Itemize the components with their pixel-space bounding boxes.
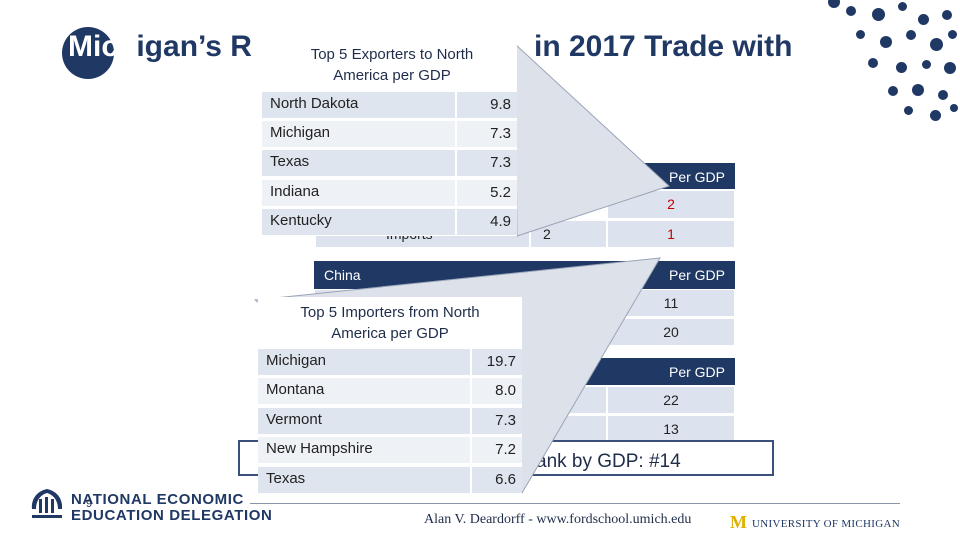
exporter-callout — [514, 42, 670, 237]
exporters-row-name: Indiana — [262, 179, 455, 206]
bg-imports-value-2: 1 — [607, 220, 735, 248]
exporters-row-name: Texas — [262, 150, 455, 177]
exporters-row-name: Michigan — [262, 121, 455, 148]
nee-logo-text: NATIONAL ECONOMIC EDUCATION DELEGATION — [71, 492, 272, 524]
page-number: 9 — [86, 498, 93, 510]
importers-row-value: 19.7 — [472, 349, 522, 375]
importers-row-value: 7.2 — [472, 437, 522, 464]
exporters-row: Michigan 7.3 — [262, 121, 517, 148]
exporters-row-value: 7.3 — [457, 121, 517, 148]
nee-logo-icon — [31, 489, 63, 518]
exporters-title: Top 5 Exporters to North America per GDP — [310, 46, 474, 84]
exporters-row: Texas 7.3 — [262, 150, 517, 177]
importers-row-name: Texas — [258, 466, 470, 493]
bg-row3-per-gdp-header: Per GDP — [607, 358, 735, 385]
exporters-row-name: Kentucky — [262, 208, 455, 235]
importers-row: Texas 6.6 — [258, 466, 522, 493]
importers-row-value: 8.0 — [472, 378, 522, 405]
importers-row-name: New Hampshire — [258, 437, 470, 464]
footer-divider — [250, 503, 900, 504]
bg-china-val-2: 20 — [607, 318, 735, 346]
nee-line-1: NATIONAL ECONOMIC — [71, 491, 244, 508]
slide-title: Michigan’s R in 2017 Trade with — [68, 30, 792, 64]
importers-row: Michigan 19.7 — [258, 349, 522, 375]
exporters-row-value: 4.9 — [457, 208, 517, 235]
importers-row-name: Vermont — [258, 407, 470, 434]
importers-table: Top 5 Importers from North America per G… — [258, 297, 522, 494]
title-part-c: in 2017 Trade with — [534, 30, 793, 63]
importers-row: Montana 8.0 — [258, 378, 522, 405]
exporters-row-value: 9.8 — [457, 92, 517, 118]
title-accent-circle — [62, 27, 114, 79]
exporters-row: North Dakota 9.8 — [262, 92, 517, 118]
exporters-table: Top 5 Exporters to North America per GDP… — [262, 38, 517, 236]
nee-line-2: EDUCATION DELEGATION — [71, 507, 273, 524]
title-part-b: igan’s R — [136, 30, 252, 63]
title-part-a: Mich — [68, 30, 137, 63]
author-credit: Alan V. Deardorff - www.fordschool.umich… — [424, 512, 692, 527]
bg-row3-val-2: 13 — [607, 415, 735, 443]
importers-row-name: Michigan — [258, 349, 470, 375]
exporters-row-value: 7.3 — [457, 150, 517, 177]
exporters-row: Indiana 5.2 — [262, 179, 517, 206]
exporters-row-value: 5.2 — [457, 179, 517, 206]
importers-row-value: 6.6 — [472, 466, 522, 493]
umich-block-m-icon: M — [730, 512, 747, 532]
rank-text: ank by GDP: #14 — [536, 451, 681, 472]
importers-row: Vermont 7.3 — [258, 407, 522, 434]
exporters-row-name: North Dakota — [262, 92, 455, 118]
importers-row-name: Montana — [258, 378, 470, 405]
importers-title: Top 5 Importers from North America per G… — [300, 304, 480, 342]
bg-row3-val-1: 22 — [607, 386, 735, 414]
importers-row-value: 7.3 — [472, 407, 522, 434]
importers-row: New Hampshire 7.2 — [258, 437, 522, 464]
umich-wordmark: UNIVERSITY OF MICHIGAN — [752, 518, 900, 530]
exporters-row: Kentucky 4.9 — [262, 208, 517, 235]
